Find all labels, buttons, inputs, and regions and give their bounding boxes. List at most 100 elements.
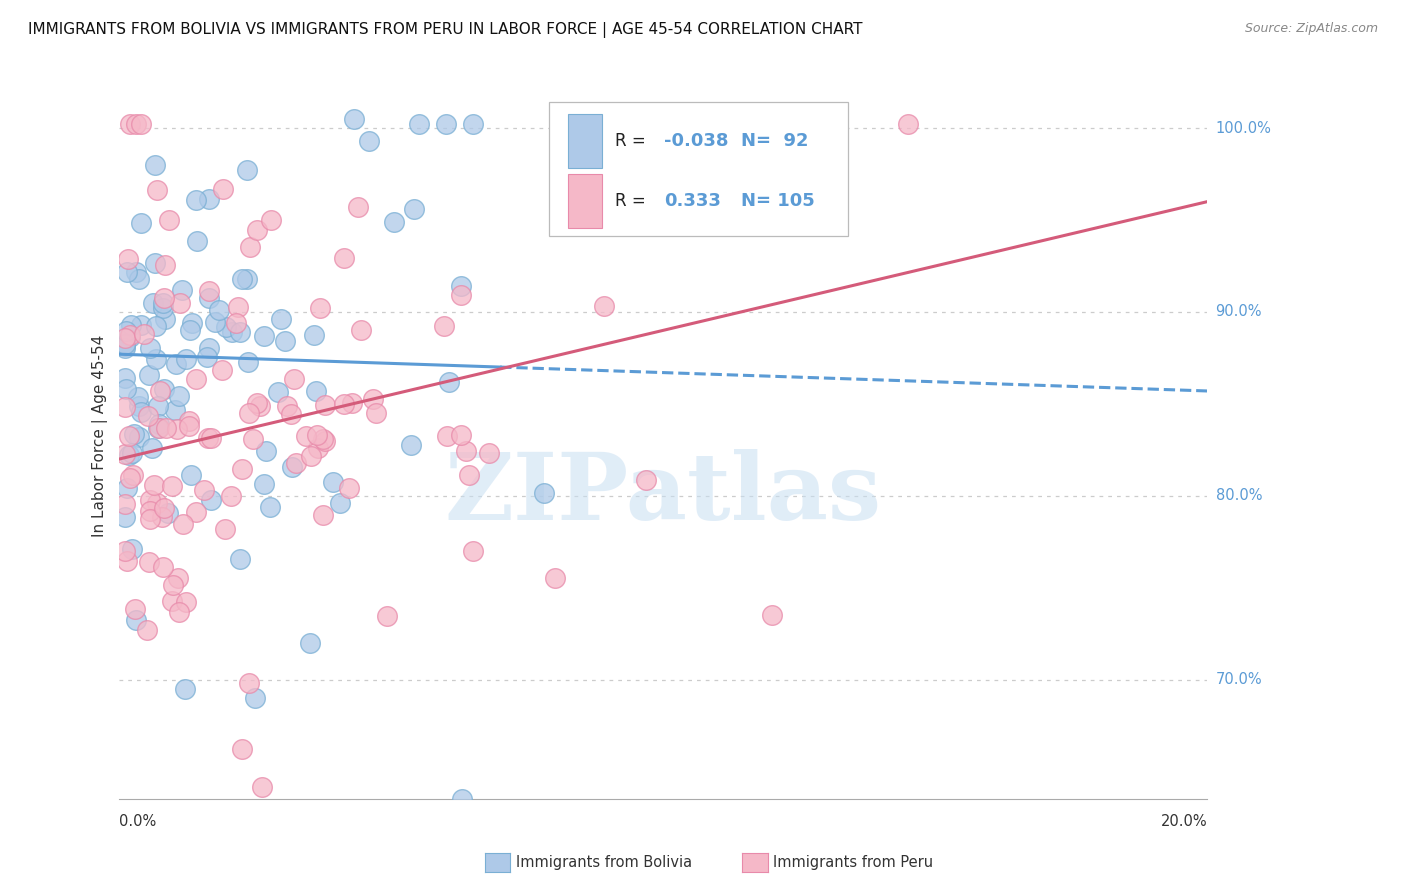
Point: [333, 397, 356, 411]
Text: 0.0%: 0.0%: [120, 814, 156, 829]
Point: [343, 112, 366, 126]
Point: [451, 792, 474, 806]
Point: [246, 396, 269, 410]
Point: [129, 118, 152, 132]
Point: [897, 118, 920, 132]
Point: [115, 554, 138, 568]
Point: [285, 457, 308, 471]
Point: [121, 541, 143, 556]
Point: [149, 384, 172, 398]
Point: [298, 636, 321, 650]
Point: [231, 742, 253, 756]
Point: [152, 560, 174, 574]
Point: [312, 508, 335, 522]
Point: [238, 355, 260, 369]
Point: [136, 409, 159, 423]
Point: [337, 481, 360, 495]
Text: 90.0%: 90.0%: [1216, 304, 1263, 319]
Point: [350, 323, 373, 337]
Point: [142, 296, 165, 310]
Point: [208, 302, 231, 317]
Point: [120, 118, 142, 132]
Point: [228, 325, 250, 339]
Point: [399, 438, 422, 452]
Point: [219, 489, 242, 503]
Point: [114, 509, 136, 524]
Point: [128, 429, 150, 443]
Point: [274, 334, 297, 348]
Point: [139, 493, 162, 508]
Point: [118, 429, 141, 443]
Point: [143, 256, 166, 270]
Point: [180, 467, 202, 482]
Point: [179, 414, 201, 428]
Point: [454, 443, 477, 458]
Point: [314, 399, 336, 413]
Point: [364, 406, 387, 420]
Point: [533, 486, 555, 500]
Point: [152, 296, 174, 310]
Point: [461, 118, 484, 132]
Point: [128, 272, 150, 286]
Point: [176, 352, 198, 367]
Text: 100.0%: 100.0%: [1216, 120, 1271, 136]
Text: ZIPatlas: ZIPatlas: [444, 449, 882, 539]
Point: [361, 392, 384, 406]
Point: [124, 602, 146, 616]
Point: [127, 390, 149, 404]
Point: [357, 134, 380, 148]
Point: [118, 470, 141, 484]
Point: [276, 399, 298, 413]
Bar: [568, 114, 602, 169]
Point: [114, 371, 136, 385]
Point: [198, 284, 221, 298]
Point: [404, 202, 426, 216]
Point: [436, 428, 458, 442]
Point: [139, 341, 162, 355]
Point: [254, 444, 277, 458]
Point: [214, 522, 236, 536]
Point: [143, 478, 166, 492]
Point: [242, 433, 264, 447]
Point: [231, 462, 253, 476]
Point: [134, 326, 156, 341]
Point: [157, 213, 180, 227]
Point: [181, 317, 204, 331]
Point: [153, 259, 176, 273]
Point: [450, 278, 472, 293]
Point: [146, 496, 169, 510]
Point: [225, 316, 247, 330]
Point: [145, 351, 167, 366]
Point: [312, 432, 335, 446]
Point: [139, 512, 162, 526]
Point: [195, 350, 218, 364]
Point: [200, 431, 222, 445]
Point: [114, 331, 136, 345]
Y-axis label: In Labor Force | Age 45-54: In Labor Force | Age 45-54: [93, 334, 108, 537]
Point: [322, 475, 344, 489]
Point: [253, 477, 276, 491]
Point: [118, 330, 141, 344]
Point: [260, 213, 283, 227]
Point: [160, 479, 183, 493]
Point: [150, 510, 173, 524]
Point: [408, 118, 430, 132]
Text: -0.038: -0.038: [665, 132, 728, 150]
Point: [333, 251, 356, 265]
Point: [145, 318, 167, 333]
Point: [170, 283, 193, 297]
Point: [450, 287, 472, 301]
Point: [184, 372, 207, 386]
Point: [129, 318, 152, 332]
Point: [433, 319, 456, 334]
Point: [167, 571, 190, 585]
Point: [162, 578, 184, 592]
Point: [212, 181, 235, 195]
Point: [114, 337, 136, 351]
Point: [228, 300, 250, 314]
Point: [129, 405, 152, 419]
Point: [193, 483, 215, 498]
Point: [128, 399, 150, 413]
Bar: [568, 174, 602, 228]
Point: [141, 442, 163, 456]
